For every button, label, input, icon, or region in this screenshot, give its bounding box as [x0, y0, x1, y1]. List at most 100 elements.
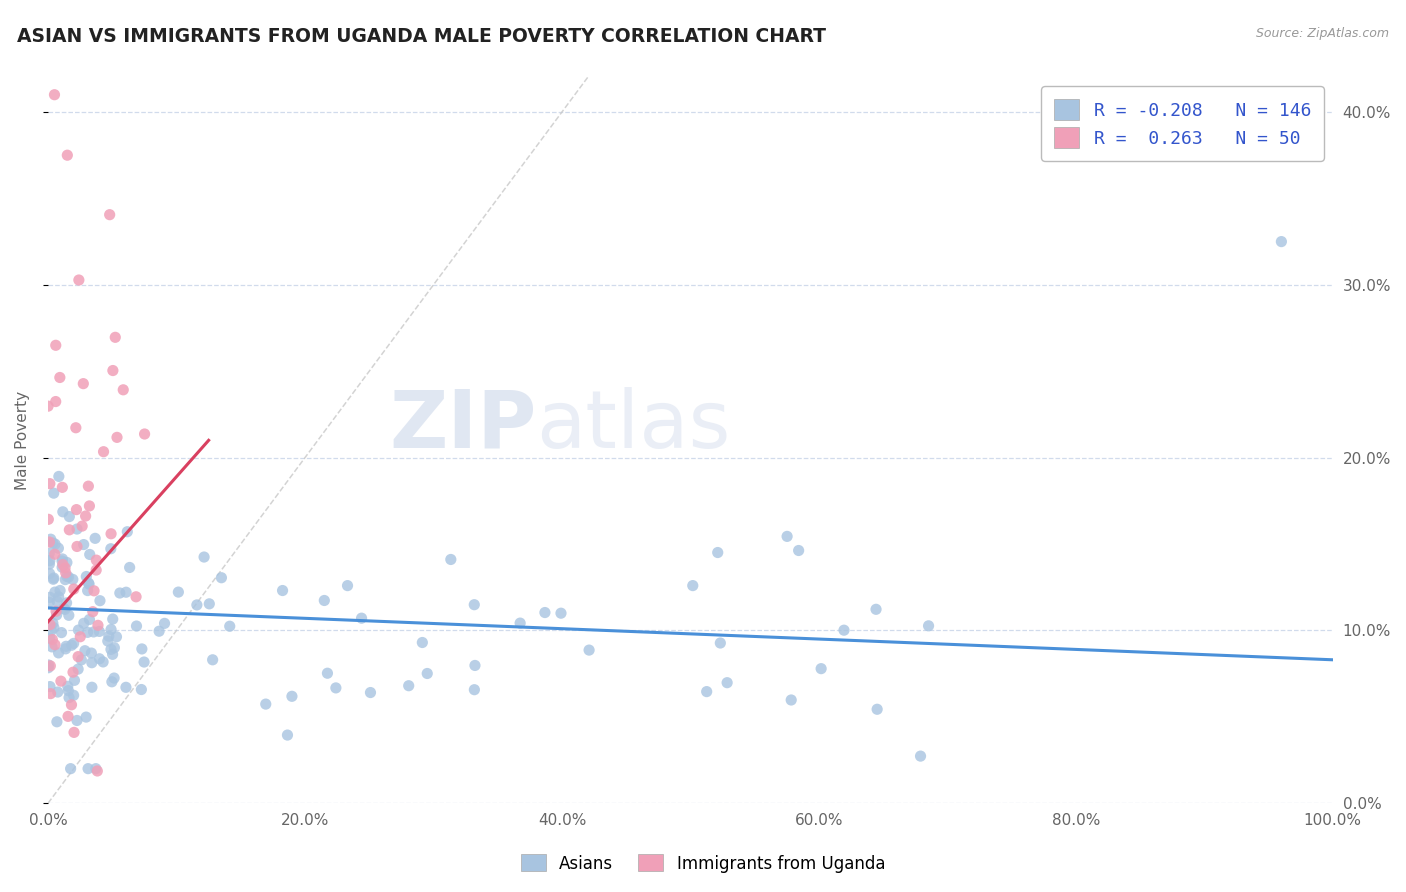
Point	[336, 579, 359, 593]
Point	[62, 665, 84, 680]
Text: Source: ZipAtlas.com: Source: ZipAtlas.com	[1256, 27, 1389, 40]
Point	[89, 624, 111, 639]
Point	[38, 553, 60, 567]
Point	[84, 532, 107, 546]
Point	[83, 624, 105, 639]
Point	[201, 653, 224, 667]
Point	[63, 725, 86, 739]
Point	[48, 646, 70, 660]
Point	[100, 642, 122, 657]
Point	[193, 549, 215, 564]
Y-axis label: Male Poverty: Male Poverty	[15, 391, 30, 490]
Point	[89, 652, 111, 666]
Point	[696, 684, 718, 698]
Point	[80, 680, 103, 694]
Point	[167, 585, 190, 599]
Point	[38, 546, 60, 560]
Point	[48, 590, 70, 604]
Point	[67, 662, 90, 676]
Point	[38, 591, 60, 605]
Point	[63, 673, 86, 688]
Point	[62, 582, 84, 596]
Point	[534, 606, 557, 620]
Point	[42, 486, 65, 500]
Point	[100, 541, 122, 556]
Point	[60, 698, 83, 712]
Point	[53, 561, 76, 575]
Point	[77, 762, 100, 776]
Point	[39, 687, 62, 701]
Point	[80, 656, 103, 670]
Point	[108, 586, 131, 600]
Point	[98, 208, 121, 222]
Point	[82, 605, 104, 619]
Legend: Asians, Immigrants from Uganda: Asians, Immigrants from Uganda	[515, 847, 891, 880]
Point	[77, 577, 100, 591]
Point	[56, 679, 79, 693]
Point	[100, 526, 122, 541]
Point	[112, 383, 135, 397]
Point	[271, 583, 294, 598]
Point	[44, 87, 66, 102]
Point	[58, 690, 80, 705]
Point	[39, 658, 62, 673]
Point	[463, 682, 485, 697]
Point	[39, 680, 62, 694]
Point	[125, 590, 148, 604]
Point	[186, 598, 208, 612]
Point	[55, 641, 77, 656]
Point	[53, 573, 76, 587]
Point	[72, 538, 94, 552]
Text: ZIP: ZIP	[389, 387, 536, 465]
Point	[101, 648, 124, 662]
Point	[97, 629, 120, 643]
Point	[209, 571, 232, 585]
Point	[463, 598, 485, 612]
Point	[917, 619, 939, 633]
Point	[709, 636, 731, 650]
Point	[60, 638, 83, 652]
Point	[509, 616, 531, 631]
Point	[416, 666, 439, 681]
Point	[55, 566, 77, 580]
Point	[42, 616, 65, 631]
Point	[52, 558, 75, 572]
Point	[58, 523, 80, 537]
Point	[56, 556, 79, 570]
Point	[77, 576, 100, 591]
Point	[77, 479, 100, 493]
Point	[706, 545, 728, 559]
Point	[76, 583, 98, 598]
Point	[83, 583, 105, 598]
Point	[39, 617, 62, 632]
Point	[38, 595, 60, 609]
Point	[117, 524, 139, 539]
Point	[103, 640, 125, 655]
Point	[58, 683, 80, 698]
Point	[55, 596, 77, 610]
Point	[66, 522, 89, 536]
Point	[37, 512, 59, 526]
Point	[67, 649, 90, 664]
Point	[153, 616, 176, 631]
Point	[80, 646, 103, 660]
Point	[325, 681, 347, 695]
Point	[51, 554, 73, 568]
Point	[79, 612, 101, 626]
Point	[79, 548, 101, 562]
Point	[38, 566, 60, 581]
Point	[716, 675, 738, 690]
Point	[52, 505, 75, 519]
Point	[198, 597, 221, 611]
Point	[62, 573, 84, 587]
Point	[70, 653, 93, 667]
Point	[42, 572, 65, 586]
Point	[75, 569, 97, 583]
Point	[56, 709, 79, 723]
Point	[281, 690, 304, 704]
Point	[101, 363, 124, 377]
Point	[48, 469, 70, 483]
Point	[254, 697, 277, 711]
Point	[51, 625, 73, 640]
Point	[49, 370, 72, 384]
